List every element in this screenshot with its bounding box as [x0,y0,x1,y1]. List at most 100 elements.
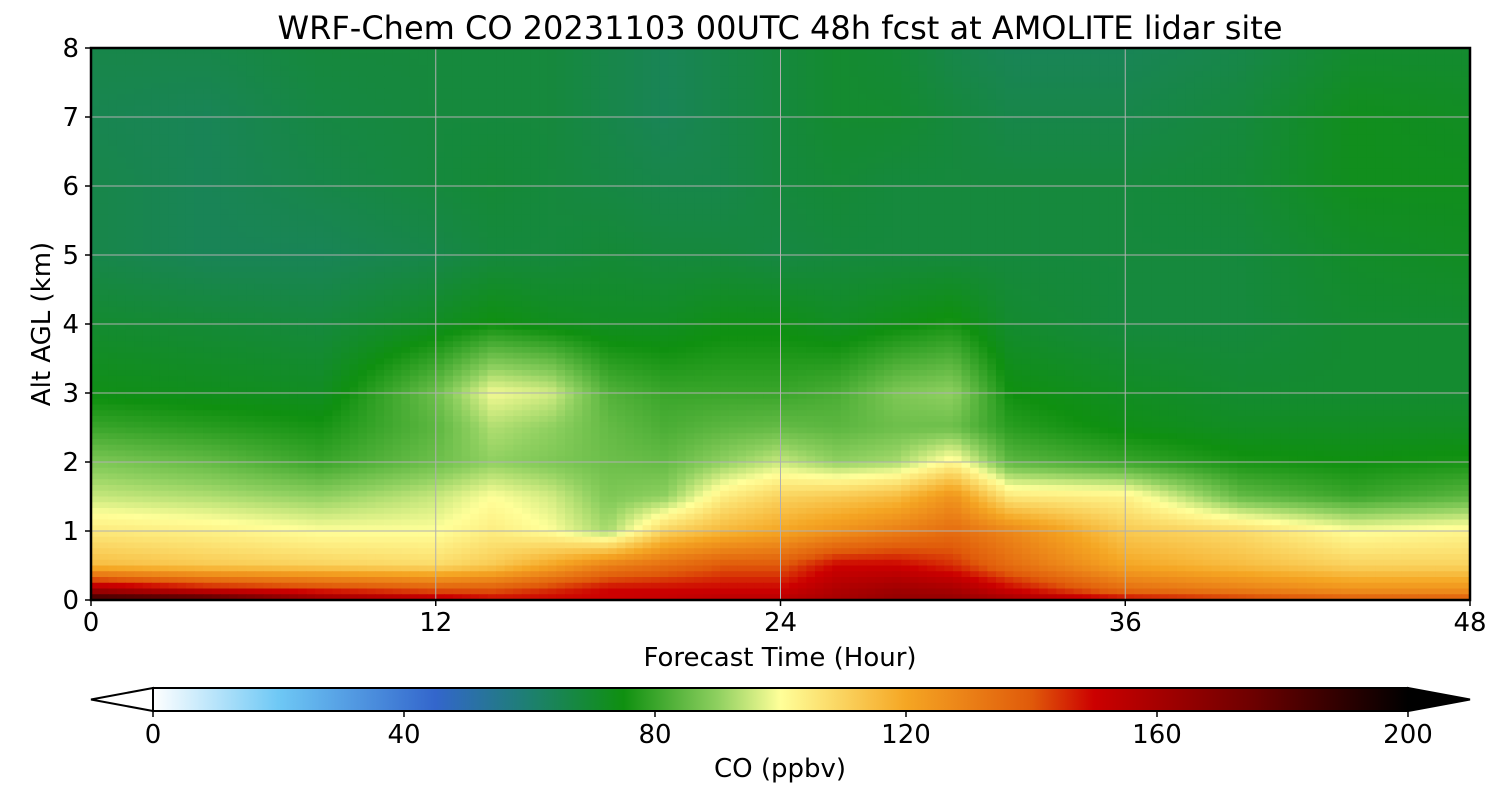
heatmap-cell [668,145,678,153]
heatmap-cell [1452,71,1462,78]
heatmap-cell [168,209,178,216]
heatmap-cell [99,226,109,233]
heatmap-cell [194,111,204,118]
heatmap-cell [194,128,204,135]
heatmap-cell [1461,140,1470,147]
heatmap-cell [1228,197,1238,204]
heatmap-cell [427,53,437,61]
heatmap-cell [1176,71,1187,78]
heatmap-cell [875,197,885,204]
heatmap-cell [1056,214,1066,222]
heatmap-cell [220,128,230,135]
heatmap-cell [1185,209,1195,216]
heatmap-cell [392,168,402,176]
heatmap-cell [565,214,575,222]
heatmap-cell [1194,168,1204,176]
heatmap-cell [1013,82,1023,89]
heatmap-cell [1461,220,1470,227]
heatmap-cell [608,48,618,55]
heatmap-cell [220,134,230,141]
heatmap-cell [1323,88,1333,95]
heatmap-cell [987,82,997,89]
heatmap-cell [211,71,221,78]
heatmap-cell [177,99,187,107]
heatmap-cell [694,71,704,78]
heatmap-cell [496,145,506,153]
heatmap-cell [582,134,592,141]
heatmap-cell [1297,105,1307,112]
heatmap-cell [952,134,963,141]
heatmap-cell [1185,111,1195,118]
heatmap-cell [918,209,928,216]
heatmap-cell [1125,71,1135,78]
heatmap-cell [435,111,445,118]
heatmap-cell [1340,88,1350,95]
heatmap-cell [194,82,204,89]
heatmap-cell [633,76,644,84]
heatmap-cell [668,71,678,78]
heatmap-cell [909,122,919,130]
heatmap-cell [1082,140,1092,147]
heatmap-cell [1047,117,1057,124]
heatmap-cell [1228,214,1238,222]
heatmap-cell [1426,53,1437,61]
heatmap-cell [746,53,756,61]
heatmap-cell [590,122,601,130]
heatmap-cell [323,145,333,153]
heatmap-cell [556,157,566,164]
heatmap-cell [1245,163,1256,170]
heatmap-cell [978,82,988,89]
heatmap-cell [1056,94,1066,101]
heatmap-cell [1073,163,1083,170]
heatmap-cell [151,88,161,95]
heatmap-cell [496,128,506,135]
heatmap-cell [297,117,308,124]
heatmap-cell [832,157,842,164]
heatmap-cell [1280,71,1290,78]
heatmap-cell [203,220,213,227]
heatmap-cell [1332,174,1342,181]
heatmap-cell [185,163,196,170]
heatmap-cell [203,99,213,107]
heatmap-cell [254,186,264,193]
heatmap-cell [142,220,152,227]
heatmap-cell [1401,220,1411,227]
heatmap-cell [1099,140,1109,147]
heatmap-cell [1263,111,1273,118]
heatmap-cell [1383,214,1394,222]
heatmap-cell [1306,111,1316,118]
heatmap-cell [1168,48,1178,55]
heatmap-cell [1418,220,1428,227]
heatmap-cell [1133,214,1144,222]
heatmap-cell [263,191,273,199]
heatmap-cell [771,88,782,95]
heatmap-cell [461,88,471,95]
heatmap-cell [1125,168,1135,176]
heatmap-cell [927,157,937,164]
heatmap-cell [582,65,592,72]
heatmap-cell [1314,151,1325,158]
heatmap-cell [203,226,213,233]
heatmap-cell [470,180,480,187]
heatmap-cell [487,48,497,55]
heatmap-cell [694,105,704,112]
heatmap-cell [1056,203,1066,210]
heatmap-cell [918,151,928,158]
heatmap-cell [401,122,411,130]
heatmap-cell [806,99,816,107]
heatmap-cell [780,71,790,78]
heatmap-cell [246,99,256,107]
heatmap-cell [625,105,635,112]
heatmap-cell [1056,140,1066,147]
heatmap-cell [1202,151,1213,158]
heatmap-cell [1392,111,1402,118]
heatmap-cell [1159,82,1169,89]
heatmap-cell [642,134,652,141]
heatmap-cell [1435,99,1445,107]
heatmap-cell [1176,53,1187,61]
heatmap-cell [194,180,204,187]
heatmap-cell [340,186,351,193]
heatmap-cell [315,76,325,84]
heatmap-cell [806,151,816,158]
heatmap-cell [263,220,273,227]
